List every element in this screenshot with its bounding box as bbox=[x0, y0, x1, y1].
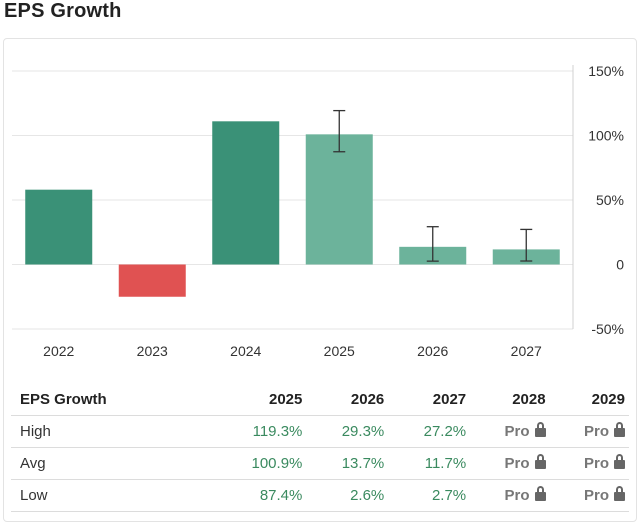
pro-label: Pro bbox=[504, 423, 530, 440]
row-label: Avg bbox=[11, 447, 211, 480]
pro-label: Pro bbox=[504, 455, 530, 472]
table-cell: 100.9% bbox=[211, 447, 307, 480]
y-tick-label: 50% bbox=[596, 192, 624, 208]
table-cell: 119.3% bbox=[211, 415, 307, 448]
table-row: High 119.3% 29.3% 27.2% Pro Pro bbox=[11, 415, 629, 448]
y-tick-label: -50% bbox=[591, 321, 624, 337]
table-row: Low 87.4% 2.6% 2.7% Pro Pro bbox=[11, 479, 629, 512]
lock-icon bbox=[614, 486, 625, 501]
table-row: Avg 100.9% 13.7% 11.7% Pro Pro bbox=[11, 447, 629, 480]
table-cell: 11.7% bbox=[388, 447, 471, 480]
pro-label: Pro bbox=[583, 455, 609, 472]
pro-locked-cell[interactable]: Pro bbox=[549, 479, 629, 512]
page-title: EPS Growth bbox=[4, 0, 122, 22]
bar bbox=[25, 189, 93, 265]
table-header-metric: EPS Growth bbox=[11, 384, 211, 416]
pro-locked-cell[interactable]: Pro bbox=[549, 415, 629, 448]
pro-label: Pro bbox=[504, 487, 530, 504]
bar bbox=[118, 264, 186, 297]
pro-label: Pro bbox=[583, 487, 609, 504]
row-label: Low bbox=[11, 479, 211, 512]
pro-locked-cell[interactable]: Pro bbox=[549, 447, 629, 480]
table-cell: 27.2% bbox=[388, 415, 471, 448]
row-label: High bbox=[11, 415, 211, 448]
lock-icon bbox=[534, 422, 546, 437]
table-header-row: EPS Growth 2025 2026 2027 2028 2029 bbox=[11, 384, 629, 416]
lock-icon bbox=[534, 486, 546, 501]
x-tick-label: 2022 bbox=[43, 343, 74, 359]
lock-icon bbox=[614, 422, 625, 437]
table-cell: 13.7% bbox=[306, 447, 389, 480]
y-tick-label: 0 bbox=[616, 257, 624, 273]
table-header-year: 2025 bbox=[211, 384, 307, 416]
table-header-year: 2029 bbox=[549, 384, 629, 416]
eps-growth-chart: 150% 100% 50% 0 -50% 2022 2023 2024 2025 2026 2027 bbox=[12, 63, 624, 359]
lock-icon bbox=[614, 454, 625, 469]
x-tick-label: 2027 bbox=[511, 343, 542, 359]
pro-locked-cell[interactable]: Pro bbox=[470, 415, 550, 448]
table-cell: 2.7% bbox=[388, 479, 471, 512]
x-tick-label: 2025 bbox=[324, 343, 355, 359]
table-header-year: 2026 bbox=[306, 384, 389, 416]
eps-estimates-table: EPS Growth 2025 2026 2027 2028 2029 High… bbox=[11, 384, 629, 512]
y-tick-label: 100% bbox=[588, 128, 624, 144]
x-tick-label: 2026 bbox=[417, 343, 448, 359]
table-header-year: 2028 bbox=[470, 384, 550, 416]
table-cell: 2.6% bbox=[306, 479, 389, 512]
pro-label: Pro bbox=[583, 423, 609, 440]
lock-icon bbox=[534, 454, 546, 469]
table-header-year: 2027 bbox=[388, 384, 471, 416]
bar bbox=[305, 134, 373, 265]
pro-locked-cell[interactable]: Pro bbox=[470, 479, 550, 512]
bar bbox=[212, 121, 280, 265]
pro-locked-cell[interactable]: Pro bbox=[470, 447, 550, 480]
x-tick-label: 2023 bbox=[137, 343, 168, 359]
table-cell: 87.4% bbox=[211, 479, 307, 512]
y-tick-label: 150% bbox=[588, 63, 624, 79]
table-cell: 29.3% bbox=[306, 415, 389, 448]
x-tick-label: 2024 bbox=[230, 343, 261, 359]
